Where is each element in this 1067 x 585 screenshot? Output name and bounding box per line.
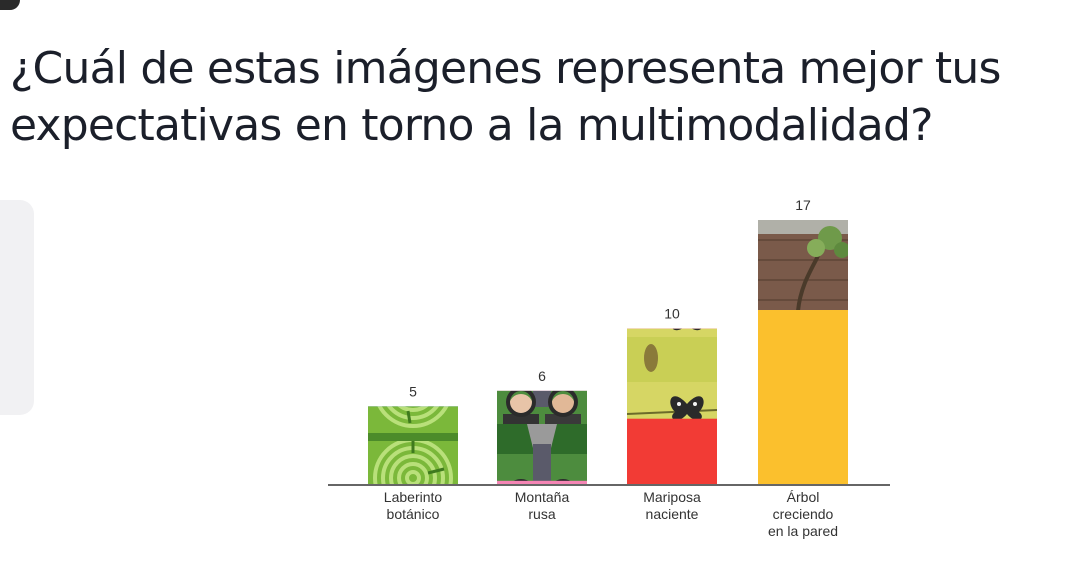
butterfly-image [627,328,717,419]
question-title: ¿Cuál de estas imágenes representa mejor… [10,43,1001,151]
value-label-2: 6 [538,368,546,384]
category-label-1: Laberinto botánico [384,489,443,522]
top-edge-fragment [0,0,20,10]
value-label-1: 5 [409,383,417,399]
category-label-3: Mariposa naciente [643,489,701,522]
labyrinth-image [368,406,458,484]
category-label-2: Montaña rusa [515,489,570,522]
tree-wall-image [758,220,848,310]
value-label-3: 10 [664,306,680,322]
roller-coaster-image [497,390,587,481]
side-scroll-rail[interactable] [0,200,34,415]
category-label-4: Árbol creciendo en la pared [768,489,838,539]
value-label-4: 17 [795,197,811,213]
